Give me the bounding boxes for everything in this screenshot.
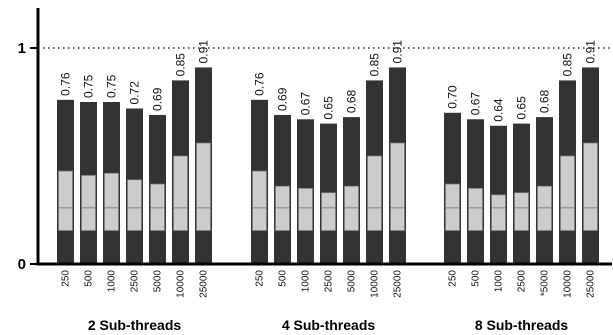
data-label: 0.76 bbox=[253, 72, 267, 96]
x-tick-label: 25000 bbox=[586, 270, 597, 298]
x-tick-label: 10000 bbox=[176, 270, 187, 298]
bar-middle-segment bbox=[560, 155, 575, 231]
data-label: 0.65 bbox=[322, 96, 336, 120]
data-label: 0.67 bbox=[469, 92, 483, 116]
group-label: 8 Sub-threads bbox=[475, 317, 569, 333]
bar-middle-segment bbox=[173, 155, 188, 231]
x-tick-label: *5000 bbox=[540, 270, 551, 297]
bar-middle-segment bbox=[344, 185, 359, 231]
x-tick-label: 1000 bbox=[301, 270, 312, 293]
bar-groups bbox=[57, 67, 599, 265]
bar-middle-segment bbox=[104, 172, 119, 231]
x-tick-label: 10000 bbox=[563, 270, 574, 298]
data-label: 0.64 bbox=[492, 98, 506, 122]
x-tick-label: 1000 bbox=[107, 270, 118, 293]
x-tick-label: 5000 bbox=[153, 270, 164, 293]
data-label: 0.85 bbox=[174, 53, 188, 77]
data-label: 0.69 bbox=[276, 87, 290, 111]
data-label: 0.91 bbox=[197, 40, 211, 64]
group-label: 2 Sub-threads bbox=[88, 317, 182, 333]
x-tick-label: 250 bbox=[255, 270, 266, 287]
data-label: 0.72 bbox=[128, 81, 142, 105]
bar-middle-segment bbox=[252, 170, 267, 231]
bar-middle-segment bbox=[390, 142, 405, 231]
labels: 0.76 250 0.75 500 0.75 1000 0.72 2500 0.69 5000 0.… bbox=[59, 40, 598, 333]
bar-middle-segment bbox=[367, 155, 382, 231]
y-tick-label: 0 bbox=[18, 256, 26, 273]
data-label: 0.68 bbox=[538, 89, 552, 113]
bar-middle-segment bbox=[321, 192, 336, 231]
bar-middle-segment bbox=[275, 185, 290, 231]
x-tick-label: 2500 bbox=[130, 270, 141, 293]
bar-middle-segment bbox=[537, 185, 552, 231]
bar-middle-segment bbox=[491, 194, 506, 231]
bar-middle-segment bbox=[196, 142, 211, 231]
bar-middle-segment bbox=[150, 183, 165, 231]
data-label: 0.67 bbox=[299, 92, 313, 116]
bar-middle-segment bbox=[445, 183, 460, 231]
data-label: 0.85 bbox=[561, 53, 575, 77]
group-label: 4 Sub-threads bbox=[282, 317, 376, 333]
data-label: 0.68 bbox=[345, 89, 359, 113]
x-tick-label: 500 bbox=[278, 270, 289, 287]
bar-middle-segment bbox=[468, 188, 483, 231]
data-label: 0.65 bbox=[515, 96, 529, 120]
bar-middle-segment bbox=[81, 175, 96, 231]
x-tick-label: 2500 bbox=[324, 270, 335, 293]
x-tick-label: 10000 bbox=[370, 270, 381, 298]
x-tick-label: 250 bbox=[61, 270, 72, 287]
x-tick-label: 500 bbox=[471, 270, 482, 287]
x-tick-label: 25000 bbox=[199, 270, 210, 298]
data-label: 0.91 bbox=[584, 40, 598, 64]
x-tick-label: 500 bbox=[84, 270, 95, 287]
data-label: 0.85 bbox=[368, 53, 382, 77]
data-label: 0.70 bbox=[446, 85, 460, 109]
y-tick-label: 1 bbox=[18, 40, 26, 57]
bar-middle-segment bbox=[127, 179, 142, 231]
data-label: 0.75 bbox=[82, 74, 96, 98]
bar-middle-segment bbox=[583, 142, 598, 231]
bar-middle-segment bbox=[58, 170, 73, 231]
bar-middle-segment bbox=[298, 188, 313, 231]
x-tick-label: 25000 bbox=[393, 270, 404, 298]
x-tick-label: 250 bbox=[448, 270, 459, 287]
data-label: 0.69 bbox=[151, 87, 165, 111]
x-tick-label: 2500 bbox=[517, 270, 528, 293]
bar-middle-segment bbox=[514, 192, 529, 231]
x-tick-label: 5000 bbox=[347, 270, 358, 293]
data-label: 0.75 bbox=[105, 74, 119, 98]
x-tick-label: 1000 bbox=[494, 270, 505, 293]
data-label: 0.91 bbox=[391, 40, 405, 64]
axes: 01 bbox=[18, 8, 612, 273]
data-label: 0.76 bbox=[59, 72, 73, 96]
